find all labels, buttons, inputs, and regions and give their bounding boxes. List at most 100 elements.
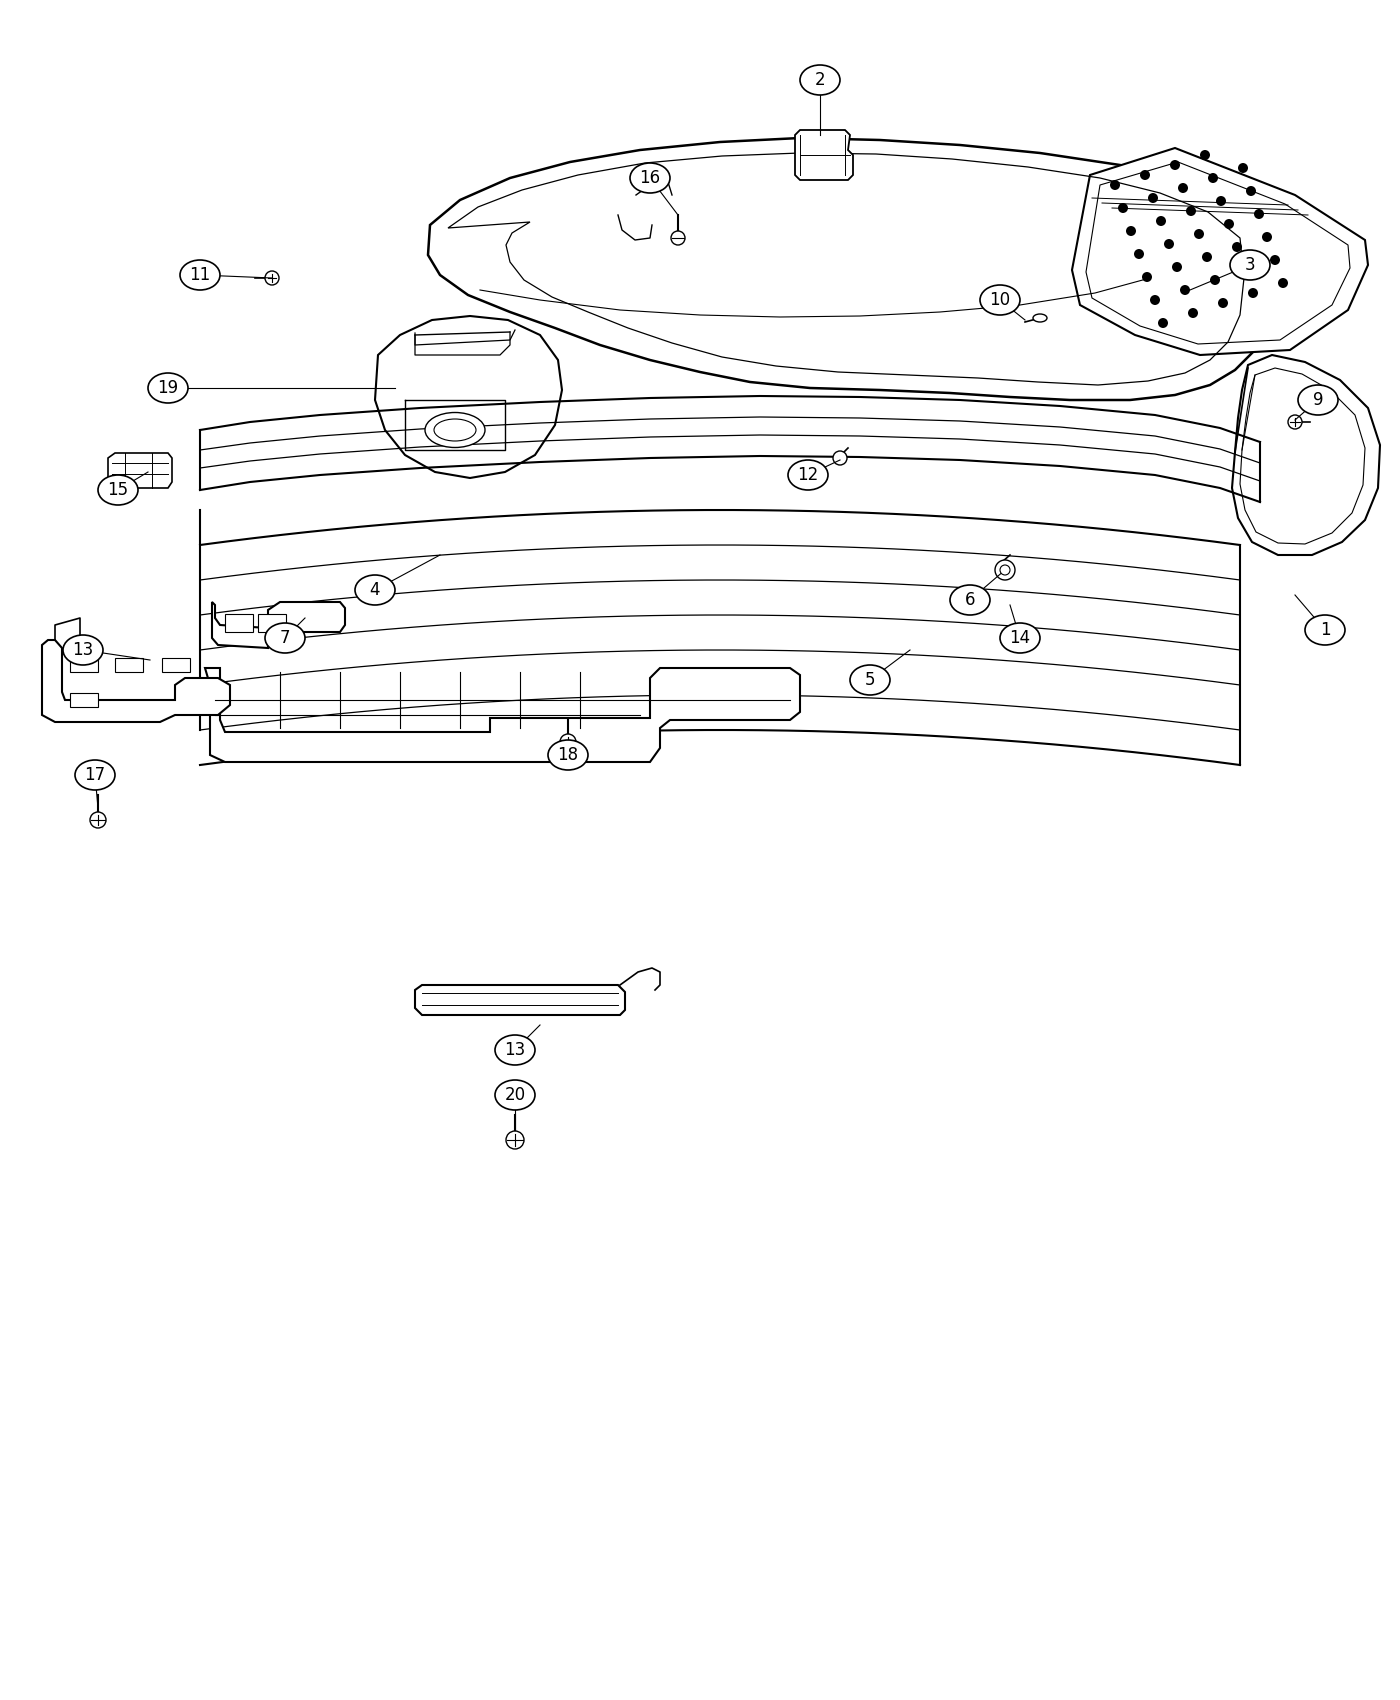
Text: 15: 15 xyxy=(108,481,129,500)
Text: 18: 18 xyxy=(557,746,578,763)
Circle shape xyxy=(1238,163,1247,173)
Circle shape xyxy=(1163,240,1175,248)
Circle shape xyxy=(1232,241,1242,252)
Circle shape xyxy=(505,1130,524,1149)
Ellipse shape xyxy=(1000,622,1040,653)
Ellipse shape xyxy=(799,65,840,95)
Circle shape xyxy=(1119,202,1128,212)
Polygon shape xyxy=(42,639,230,722)
Ellipse shape xyxy=(356,575,395,605)
Circle shape xyxy=(1218,298,1228,308)
Circle shape xyxy=(1148,194,1158,202)
Circle shape xyxy=(1149,296,1161,304)
Ellipse shape xyxy=(1033,314,1047,321)
Circle shape xyxy=(1224,219,1233,230)
Circle shape xyxy=(1261,231,1273,241)
Ellipse shape xyxy=(788,461,827,490)
Circle shape xyxy=(1247,287,1259,298)
Polygon shape xyxy=(795,129,853,180)
Ellipse shape xyxy=(980,286,1021,314)
Circle shape xyxy=(1208,173,1218,184)
Ellipse shape xyxy=(181,260,220,291)
Bar xyxy=(70,694,98,707)
Ellipse shape xyxy=(630,163,671,194)
Circle shape xyxy=(1288,415,1302,428)
Polygon shape xyxy=(211,602,344,648)
Ellipse shape xyxy=(850,665,890,695)
Text: 10: 10 xyxy=(990,291,1011,309)
Bar xyxy=(115,658,143,672)
Circle shape xyxy=(833,450,847,466)
Ellipse shape xyxy=(1298,384,1338,415)
Circle shape xyxy=(560,734,575,750)
Circle shape xyxy=(1210,275,1219,286)
Circle shape xyxy=(1170,160,1180,170)
Ellipse shape xyxy=(547,740,588,770)
Polygon shape xyxy=(1232,355,1380,554)
Polygon shape xyxy=(1072,148,1368,355)
Text: 6: 6 xyxy=(965,592,976,609)
Ellipse shape xyxy=(1305,615,1345,644)
Text: 7: 7 xyxy=(280,629,290,648)
Circle shape xyxy=(1246,185,1256,196)
Circle shape xyxy=(1156,216,1166,226)
Polygon shape xyxy=(414,984,624,1015)
Circle shape xyxy=(1186,206,1196,216)
Ellipse shape xyxy=(951,585,990,615)
Circle shape xyxy=(671,231,685,245)
Ellipse shape xyxy=(496,1035,535,1064)
Circle shape xyxy=(1217,196,1226,206)
Bar xyxy=(70,658,98,672)
Text: 16: 16 xyxy=(640,168,661,187)
Ellipse shape xyxy=(1231,250,1270,280)
Ellipse shape xyxy=(63,636,104,665)
Ellipse shape xyxy=(98,474,139,505)
Text: 12: 12 xyxy=(798,466,819,484)
Circle shape xyxy=(1278,279,1288,287)
Text: 11: 11 xyxy=(189,265,210,284)
Ellipse shape xyxy=(265,622,305,653)
Circle shape xyxy=(1126,226,1135,236)
Text: 13: 13 xyxy=(73,641,94,660)
Circle shape xyxy=(265,270,279,286)
Circle shape xyxy=(1180,286,1190,296)
Text: 5: 5 xyxy=(865,672,875,688)
Circle shape xyxy=(1270,255,1280,265)
Text: 14: 14 xyxy=(1009,629,1030,648)
Circle shape xyxy=(1200,150,1210,160)
Text: 1: 1 xyxy=(1320,620,1330,639)
Circle shape xyxy=(1194,230,1204,240)
Circle shape xyxy=(1158,318,1168,328)
Circle shape xyxy=(90,813,106,828)
Text: 13: 13 xyxy=(504,1040,525,1059)
Circle shape xyxy=(1240,265,1250,275)
Circle shape xyxy=(1134,248,1144,258)
Text: 4: 4 xyxy=(370,581,381,598)
Text: 19: 19 xyxy=(157,379,179,398)
Ellipse shape xyxy=(76,760,115,790)
Text: 2: 2 xyxy=(815,71,826,88)
Text: 17: 17 xyxy=(84,767,105,784)
Polygon shape xyxy=(204,668,799,762)
Polygon shape xyxy=(375,316,561,478)
Ellipse shape xyxy=(426,413,484,447)
Circle shape xyxy=(1110,180,1120,190)
Circle shape xyxy=(1172,262,1182,272)
Bar xyxy=(162,658,190,672)
Circle shape xyxy=(1142,272,1152,282)
Ellipse shape xyxy=(496,1080,535,1110)
Ellipse shape xyxy=(148,372,188,403)
Polygon shape xyxy=(108,452,172,488)
Circle shape xyxy=(1177,184,1189,194)
Circle shape xyxy=(1140,170,1149,180)
Text: 3: 3 xyxy=(1245,257,1256,274)
Circle shape xyxy=(995,559,1015,580)
Text: 20: 20 xyxy=(504,1086,525,1103)
Polygon shape xyxy=(428,138,1273,400)
Circle shape xyxy=(1189,308,1198,318)
Circle shape xyxy=(1203,252,1212,262)
Circle shape xyxy=(1254,209,1264,219)
Bar xyxy=(225,614,253,632)
Circle shape xyxy=(1000,564,1009,575)
Bar xyxy=(258,614,286,632)
